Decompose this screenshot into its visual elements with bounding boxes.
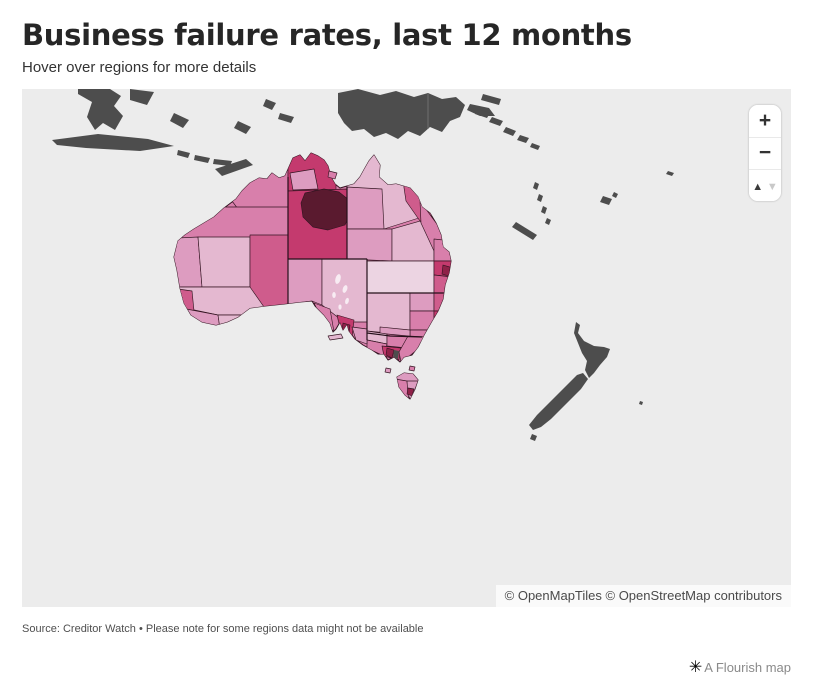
neighbor-landmass [52,133,174,151]
neighbor-landmass [600,195,612,205]
pitch-up-icon: ▲ [752,180,764,193]
neighbor-landmass [194,154,210,163]
neighbor-landmass [338,88,465,139]
map-region[interactable] [385,347,395,359]
map-region[interactable] [334,273,342,284]
neighbor-landmass [530,142,540,150]
neighbor-landmass [234,120,251,134]
neighbor-landmass [666,170,674,176]
neighbor-landmass [130,88,154,105]
map-region[interactable] [287,176,451,340]
neighbor-landmass [545,217,551,225]
australia-regions[interactable] [160,147,452,401]
map-region[interactable] [327,170,338,180]
plus-icon: + [758,108,772,132]
page-subtitle: Hover over regions for more details [22,58,257,76]
zoom-out-button[interactable]: − [749,136,781,169]
neighbor-landmass [517,134,529,143]
map-region[interactable] [384,367,392,374]
map-region[interactable] [197,236,251,288]
map-region[interactable] [344,297,349,305]
map-region[interactable] [338,304,342,310]
map-region[interactable] [327,333,344,341]
map-region[interactable] [433,238,452,262]
flourish-visualization: Business failure rates, last 12 months H… [22,0,791,676]
neighbor-landmass [612,191,618,198]
flourish-branding-label: A Flourish map [704,660,791,676]
neighbor-landmass [78,88,123,130]
neighbor-landmass [512,221,537,240]
neighbor-landmass [481,93,501,105]
pitch-down-icon: ▼ [766,180,778,193]
map-region[interactable] [300,188,352,231]
zoom-in-button[interactable]: + [749,104,781,137]
compass-pitch-button[interactable]: ▲ ▼ [749,168,781,201]
flourish-logo-icon: ✳ [688,658,703,676]
map-region[interactable] [409,292,435,312]
map-region[interactable] [287,258,323,306]
neighbor-landmass [639,400,643,405]
header: Business failure rates, last 12 months H… [22,0,791,76]
neighbor-landmass [215,158,253,176]
neighbor-landmass [177,149,190,158]
neighbor-landmass [503,126,516,136]
map-region[interactable] [289,168,319,191]
map-region[interactable] [366,260,435,294]
map-region[interactable] [351,326,368,345]
neighbor-landmass [475,108,490,118]
map-attribution: © OpenMapTiles © OpenStreetMap contribut… [495,584,791,607]
neighbor-landmass [541,205,547,214]
neighbor-landmasses [52,88,674,441]
map-region[interactable] [435,313,445,326]
map-region[interactable] [346,186,385,230]
flourish-branding[interactable]: ✳ A Flourish map [22,658,791,676]
map-region[interactable] [409,310,435,331]
neighbor-landmass [529,372,588,430]
map-region[interactable] [346,228,393,262]
map-region[interactable] [332,291,336,298]
neighbor-landmass [213,158,232,166]
neighbor-landmass [278,112,294,123]
neighbor-landmass [533,181,539,190]
map-navigation-control: + − ▲ ▼ [748,103,782,202]
neighbor-landmass [574,321,610,378]
map-region[interactable] [408,365,416,372]
map-region[interactable] [433,310,448,331]
choropleth-map[interactable] [22,88,791,607]
map-region[interactable] [433,274,452,296]
source-note: Source: Creditor Watch • Please note for… [22,622,424,635]
neighbor-landmass [537,193,543,202]
page-title: Business failure rates, last 12 months [22,18,632,52]
map-region[interactable] [160,236,203,288]
neighbor-landmass [530,433,537,441]
neighbor-landmass [170,112,189,128]
map-region[interactable] [342,284,349,293]
map-region[interactable] [177,288,195,312]
map-region[interactable] [393,349,399,359]
map-region[interactable] [225,147,289,210]
neighbor-landmass [263,98,276,110]
minus-icon: − [758,141,772,165]
neighbor-landmass [489,116,503,126]
map-container[interactable]: + − ▲ ▼ © OpenMapTiles © OpenStreetMap c… [22,88,791,607]
map-region[interactable] [433,292,451,312]
